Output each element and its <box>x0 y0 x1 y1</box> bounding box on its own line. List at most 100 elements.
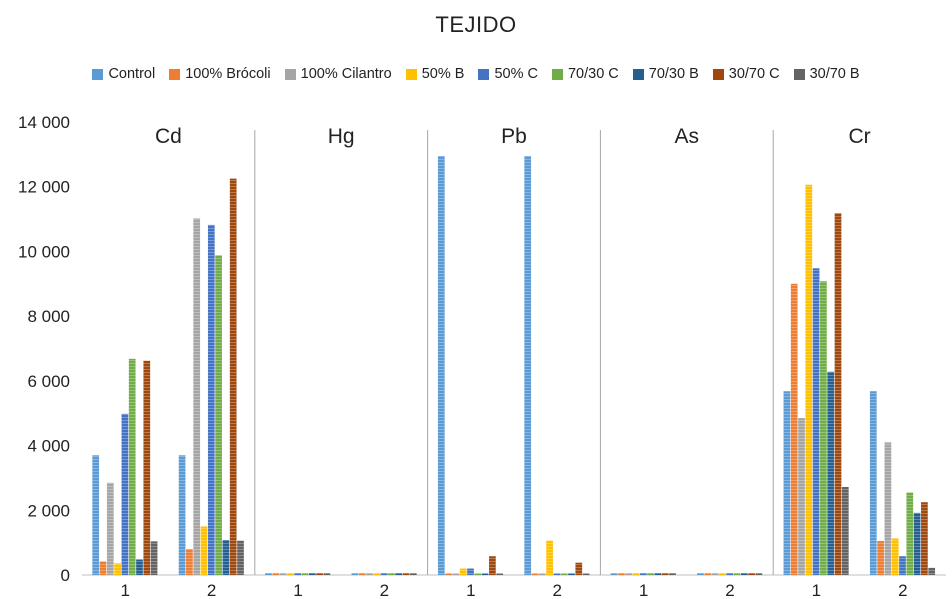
y-tick-label: 2 000 <box>27 501 70 520</box>
bar <box>272 573 280 575</box>
bar <box>388 573 395 575</box>
bar-texture <box>546 540 553 575</box>
legend-swatch <box>478 68 490 80</box>
bar-texture <box>740 573 748 575</box>
bar-texture <box>553 573 561 575</box>
bar <box>294 573 302 575</box>
x-tick-label: 1 <box>120 581 129 599</box>
bar-texture <box>437 155 445 575</box>
bar <box>489 556 496 575</box>
bar-texture <box>445 573 452 575</box>
bar <box>921 502 928 575</box>
bar <box>812 268 820 575</box>
y-tick-label: 0 <box>61 566 70 585</box>
legend-label: 100% Cilantro <box>300 66 392 82</box>
bar <box>128 358 136 575</box>
legend-item: 100% Cilantro <box>284 66 392 82</box>
legend-swatch <box>169 68 181 80</box>
bar <box>437 155 445 575</box>
bar-texture <box>654 573 662 575</box>
bar-texture <box>128 358 136 575</box>
bar <box>481 573 489 575</box>
bar-texture <box>711 573 719 575</box>
bar <box>121 413 129 575</box>
bar <box>409 573 417 575</box>
bar-texture <box>358 573 366 575</box>
bar-texture <box>121 413 129 575</box>
bar <box>553 573 561 575</box>
bar-texture <box>351 573 359 575</box>
bar-texture <box>279 573 287 575</box>
bar <box>711 573 719 575</box>
bar <box>790 283 798 575</box>
bar-texture <box>489 556 496 575</box>
bar <box>186 549 193 575</box>
bar-texture <box>272 573 280 575</box>
bar-texture <box>373 573 381 575</box>
legend-swatch <box>284 68 296 80</box>
bar-texture <box>301 573 309 575</box>
bar <box>820 281 827 575</box>
bar <box>265 573 272 575</box>
bar <box>669 573 676 575</box>
bar <box>229 178 237 576</box>
bar <box>215 255 222 575</box>
bar <box>639 573 647 575</box>
legend-swatch <box>793 68 805 80</box>
bar <box>366 573 373 575</box>
bar-texture <box>193 218 201 576</box>
bar-texture <box>899 556 906 575</box>
bar-texture <box>316 573 323 575</box>
x-tick-label: 1 <box>293 581 302 599</box>
bar <box>841 486 849 575</box>
bar <box>99 561 107 575</box>
bar-texture <box>524 155 532 575</box>
bar <box>380 573 388 575</box>
legend-item: 100% Brócoli <box>169 66 271 82</box>
bar-texture <box>647 573 654 575</box>
bar <box>178 455 186 575</box>
bar-texture <box>639 573 647 575</box>
bar-texture <box>294 573 302 575</box>
bar <box>661 573 669 575</box>
bar <box>106 482 114 575</box>
legend-label: 70/30 B <box>648 66 699 82</box>
bar-texture <box>582 573 590 575</box>
bar-texture <box>632 573 640 575</box>
bar-texture <box>733 573 741 575</box>
y-tick-label: 10 000 <box>18 242 70 261</box>
bar-texture <box>150 541 158 575</box>
bar-texture <box>380 573 388 575</box>
bar <box>474 573 482 575</box>
bar <box>697 573 704 575</box>
bar-texture <box>229 178 237 576</box>
bar <box>654 573 662 575</box>
bar-texture <box>287 573 294 575</box>
bar <box>899 556 906 575</box>
bar <box>582 573 590 575</box>
legend-item: 70/30 C <box>551 66 619 82</box>
bar-texture <box>99 561 107 575</box>
bar-texture <box>783 391 791 575</box>
chart-title: TEJIDO <box>435 12 517 37</box>
bar-texture <box>805 184 813 575</box>
bar-texture <box>265 573 272 575</box>
bar <box>575 562 583 575</box>
bar <box>351 573 359 575</box>
bar-texture <box>827 371 835 575</box>
bar-texture <box>481 573 489 575</box>
bar-texture <box>834 213 842 575</box>
bar-texture <box>186 549 193 575</box>
bar <box>395 573 403 575</box>
legend-label: 50% B <box>421 66 465 82</box>
bar-texture <box>452 573 460 575</box>
bar <box>891 538 899 575</box>
bar <box>568 573 575 575</box>
bar-texture <box>143 360 151 575</box>
bar <box>402 573 410 575</box>
bar-texture <box>869 391 877 575</box>
bar-texture <box>913 512 921 575</box>
bar <box>748 573 755 575</box>
bar <box>733 573 741 575</box>
bar-texture <box>467 568 474 575</box>
